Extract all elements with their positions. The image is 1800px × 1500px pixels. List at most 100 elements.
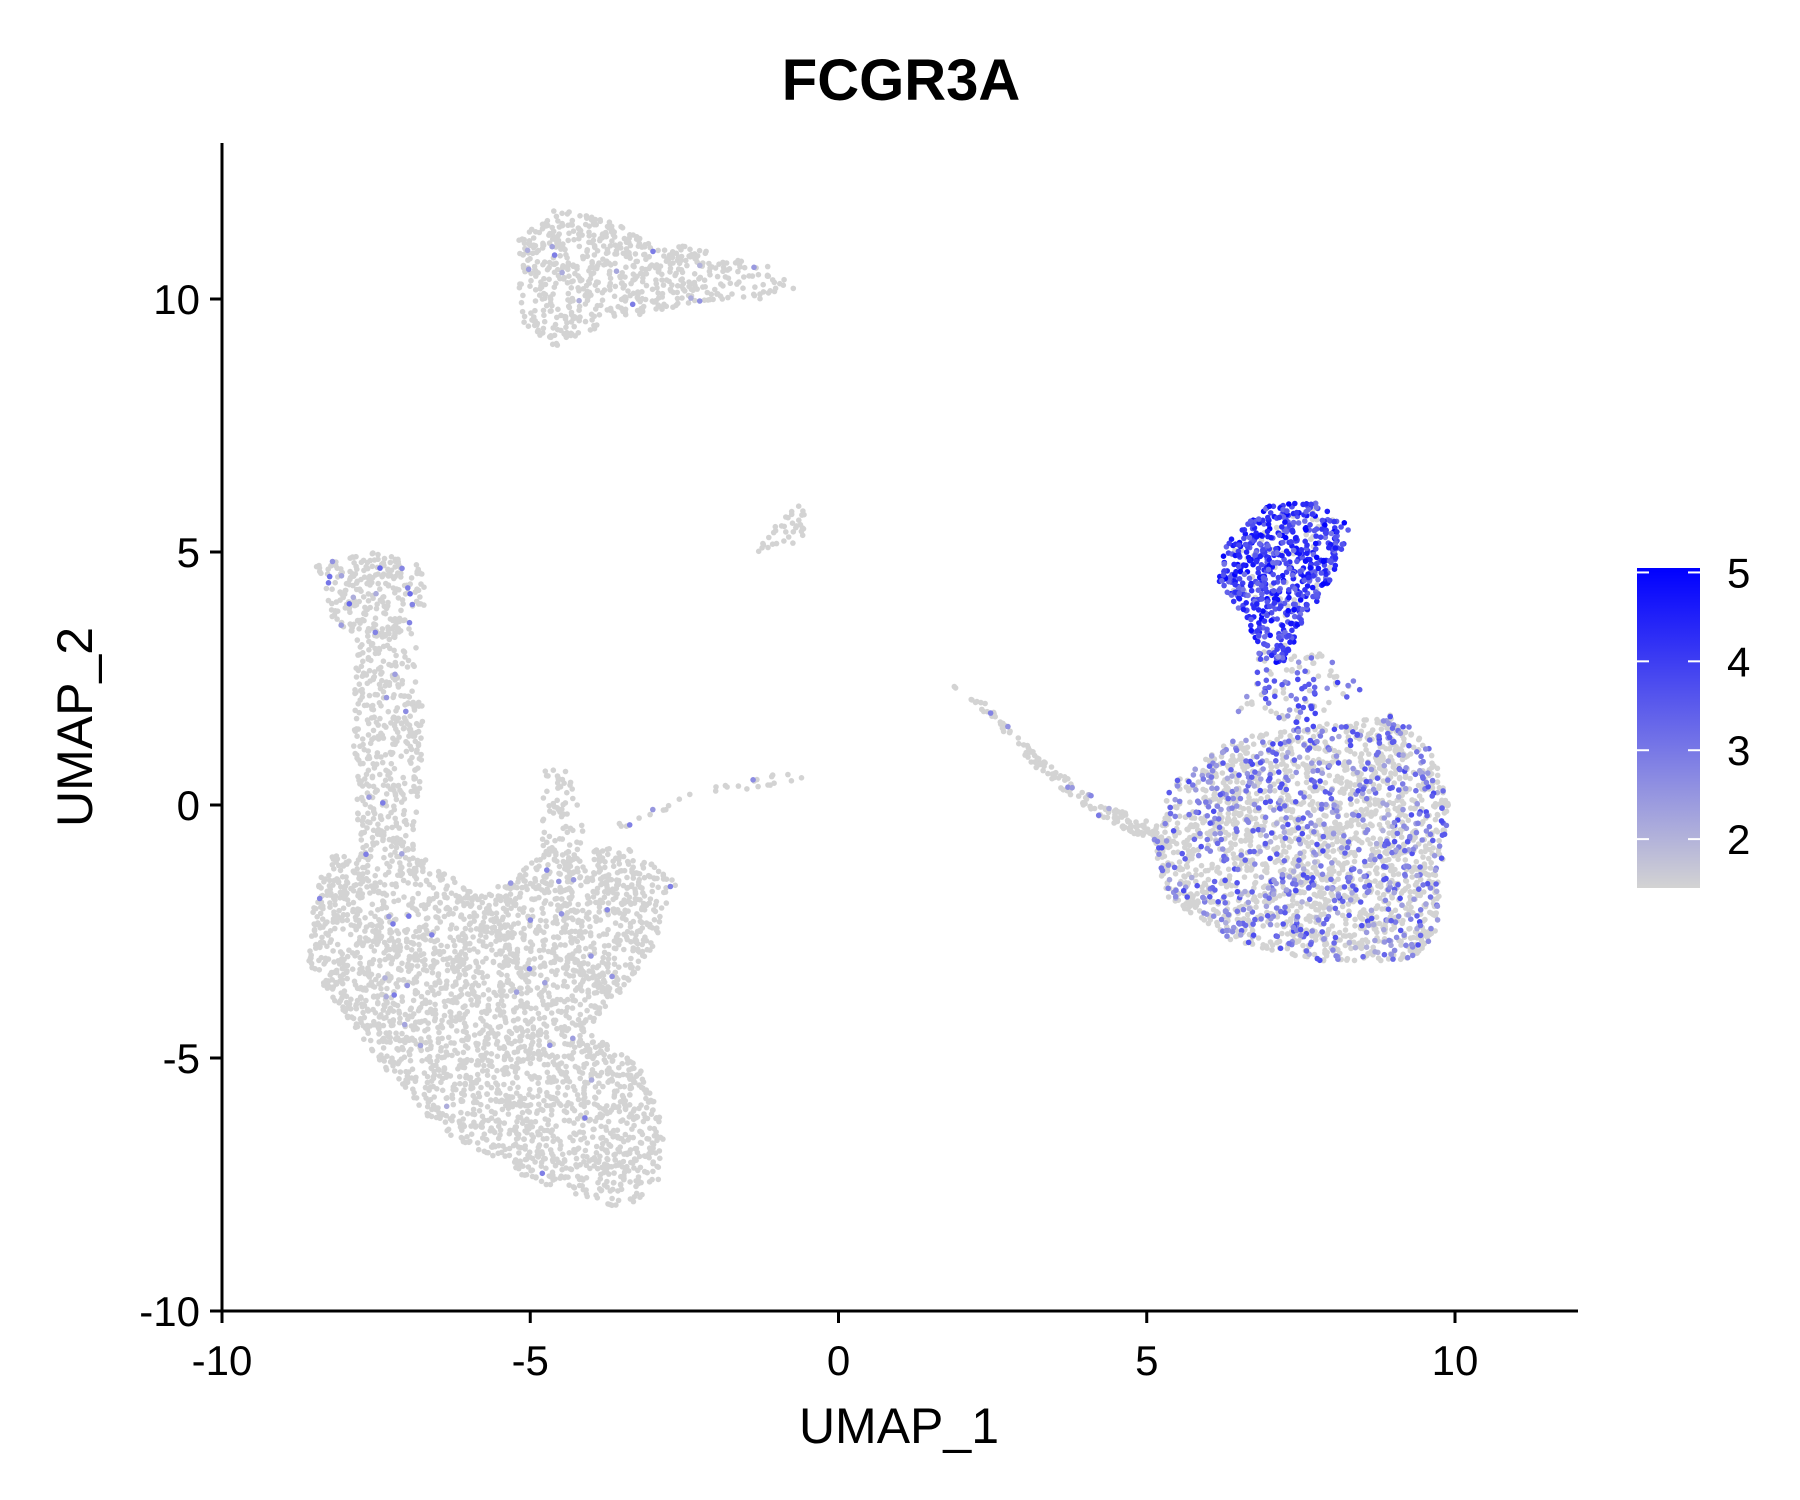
- data-point: [396, 1019, 403, 1026]
- data-point: [311, 905, 317, 911]
- data-point: [594, 964, 600, 971]
- data-point: [550, 800, 557, 807]
- data-point: [448, 1132, 454, 1138]
- data-point: [531, 1050, 537, 1057]
- data-point: [626, 235, 632, 241]
- data-point: [364, 565, 371, 572]
- data-point: [360, 1009, 366, 1016]
- data-point: [440, 948, 447, 955]
- data-point: [400, 811, 407, 818]
- data-point: [505, 1094, 512, 1101]
- data-point: [456, 1014, 463, 1021]
- data-point: [516, 970, 522, 976]
- data-point: [495, 1150, 502, 1157]
- data-point: [546, 276, 552, 283]
- data-point: [449, 1017, 455, 1024]
- data-point: [375, 821, 381, 828]
- data-point: [380, 1045, 387, 1051]
- data-point: [458, 991, 465, 998]
- data-point: [375, 650, 382, 656]
- data-point: [437, 979, 443, 986]
- data-point: [569, 940, 575, 946]
- data-point: [663, 277, 670, 283]
- data-point: [616, 820, 623, 827]
- data-point: [578, 1136, 584, 1143]
- data-point: [789, 520, 796, 526]
- data-point: [378, 831, 384, 838]
- data-point: [427, 1038, 433, 1045]
- data-point: [539, 905, 545, 912]
- data-point: [399, 960, 405, 967]
- data-point: [537, 1131, 543, 1138]
- data-point: [679, 269, 686, 276]
- data-point: [344, 912, 351, 918]
- data-point: [767, 288, 773, 294]
- data-point: [489, 910, 495, 917]
- data-point: [364, 628, 371, 635]
- data-point: [416, 722, 422, 729]
- data-point: [644, 1169, 650, 1176]
- data-point: [521, 313, 528, 320]
- data-point: [418, 751, 424, 758]
- data-point: [1244, 911, 1251, 918]
- data-point: [387, 1039, 393, 1045]
- data-point: [521, 905, 527, 911]
- data-point: [692, 255, 698, 262]
- data-point: [375, 889, 382, 896]
- data-point: [636, 240, 643, 247]
- data-point: [559, 852, 566, 858]
- data-point: [418, 735, 424, 741]
- data-point: [571, 323, 577, 330]
- data-point: [363, 672, 370, 678]
- data-point: [412, 951, 419, 957]
- data-point: [667, 269, 673, 275]
- data-point: [460, 1049, 467, 1056]
- data-point: [600, 256, 606, 263]
- data-point: [777, 280, 783, 287]
- data-point: [640, 303, 647, 310]
- data-point: [561, 998, 568, 1005]
- data-point: [502, 954, 509, 960]
- data-point: [663, 900, 670, 906]
- data-point: [574, 802, 580, 808]
- data-point: [630, 864, 636, 870]
- data-point: [544, 217, 551, 224]
- data-point: [1075, 793, 1082, 799]
- data-point: [475, 964, 482, 970]
- data-point: [377, 586, 383, 592]
- data-point: [628, 1066, 635, 1072]
- data-point: [514, 956, 521, 962]
- data-point: [540, 307, 547, 314]
- data-point: [632, 251, 639, 257]
- data-point: [443, 1043, 450, 1049]
- data-point: [443, 1095, 450, 1102]
- data-point: [541, 987, 547, 993]
- data-point: [625, 1168, 632, 1174]
- data-point: [564, 910, 571, 916]
- data-point: [749, 273, 756, 279]
- data-point: [541, 312, 547, 319]
- data-point: [538, 972, 544, 979]
- data-point: [588, 943, 594, 950]
- data-point: [540, 816, 547, 823]
- data-point: [381, 950, 387, 956]
- data-point: [327, 900, 333, 906]
- data-point: [619, 280, 625, 286]
- data-point: [637, 298, 643, 305]
- data-point: [615, 1197, 622, 1204]
- data-point: [585, 895, 591, 901]
- data-point: [368, 883, 375, 889]
- data-point: [453, 925, 460, 932]
- data-point: [597, 236, 603, 242]
- data-point: [413, 979, 420, 985]
- data-point: [542, 281, 549, 288]
- data-point: [545, 990, 552, 996]
- data-point: [410, 841, 416, 848]
- data-point: [322, 876, 329, 882]
- data-point: [1314, 653, 1321, 660]
- data-point: [616, 1064, 622, 1071]
- data-point: [366, 974, 373, 980]
- data-point: [415, 742, 422, 749]
- data-point: [599, 1042, 606, 1049]
- data-point: [458, 1109, 464, 1116]
